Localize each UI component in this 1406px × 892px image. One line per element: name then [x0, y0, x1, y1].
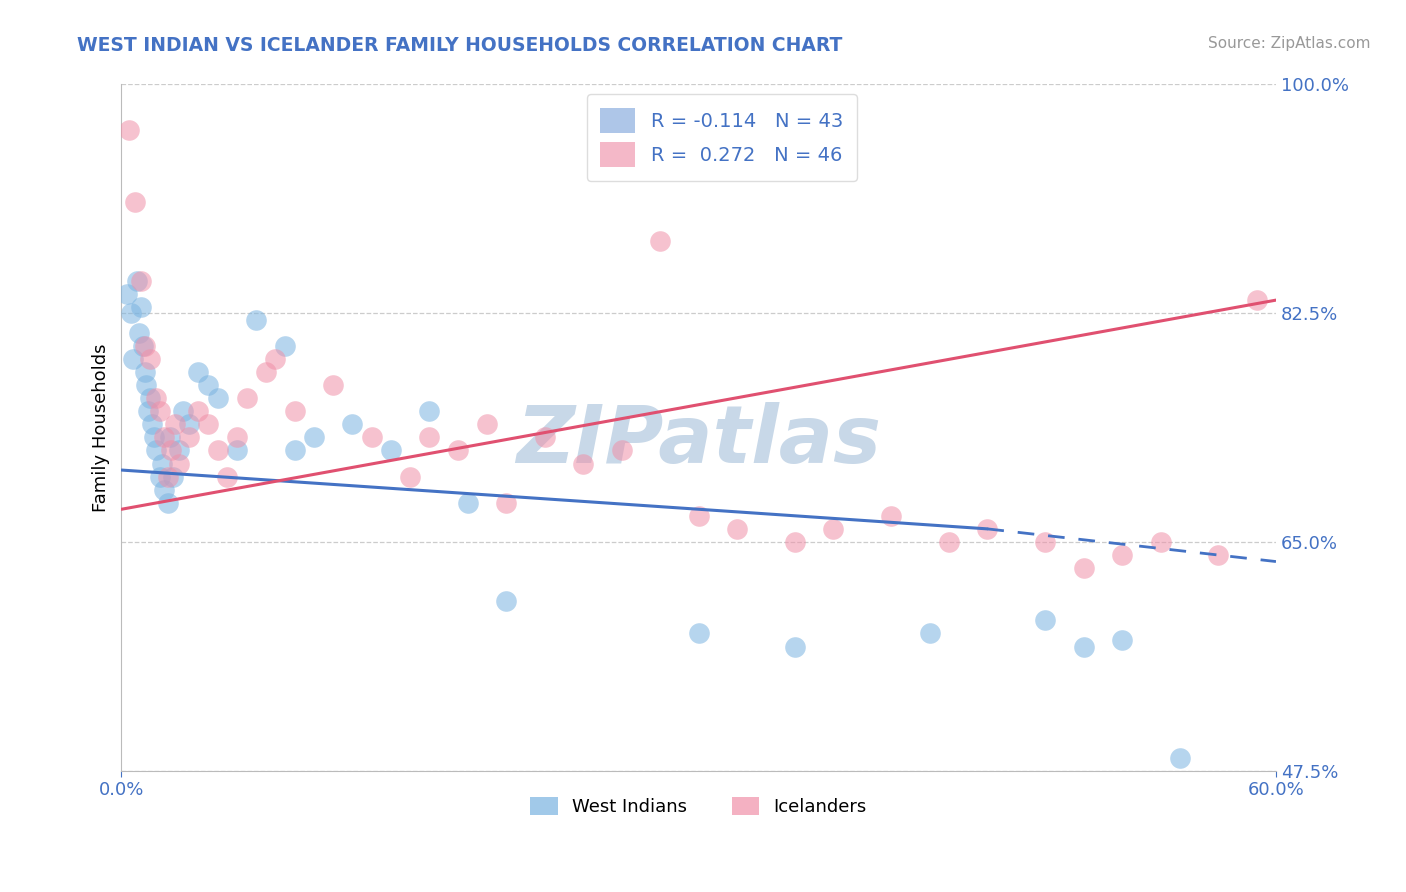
Point — [134, 365, 156, 379]
Point — [139, 391, 162, 405]
Point — [138, 404, 160, 418]
Point — [207, 443, 229, 458]
Point — [918, 626, 941, 640]
Point — [1111, 548, 1133, 562]
Point — [177, 430, 200, 444]
Point — [322, 378, 344, 392]
Point — [1073, 561, 1095, 575]
Point — [120, 306, 142, 320]
Point — [688, 508, 710, 523]
Point — [207, 391, 229, 405]
Point — [167, 443, 190, 458]
Point — [1206, 548, 1229, 562]
Point — [783, 640, 806, 654]
Legend: West Indians, Icelanders: West Indians, Icelanders — [523, 789, 875, 823]
Point — [156, 469, 179, 483]
Point — [159, 430, 181, 444]
Point — [145, 443, 167, 458]
Point — [1033, 535, 1056, 549]
Point — [399, 469, 422, 483]
Point — [187, 404, 209, 418]
Point — [135, 378, 157, 392]
Point — [976, 522, 998, 536]
Point — [149, 469, 172, 483]
Point — [650, 235, 672, 249]
Point — [418, 430, 440, 444]
Point — [156, 496, 179, 510]
Point — [495, 594, 517, 608]
Point — [235, 391, 257, 405]
Point — [225, 443, 247, 458]
Point — [177, 417, 200, 432]
Point — [342, 417, 364, 432]
Point — [139, 351, 162, 366]
Point — [302, 430, 325, 444]
Point — [167, 457, 190, 471]
Point — [610, 443, 633, 458]
Point — [187, 365, 209, 379]
Point — [125, 273, 148, 287]
Text: WEST INDIAN VS ICELANDER FAMILY HOUSEHOLDS CORRELATION CHART: WEST INDIAN VS ICELANDER FAMILY HOUSEHOL… — [77, 36, 842, 54]
Text: ZIPatlas: ZIPatlas — [516, 402, 882, 480]
Point — [254, 365, 277, 379]
Point — [1033, 613, 1056, 627]
Point — [149, 404, 172, 418]
Point — [938, 535, 960, 549]
Point — [128, 326, 150, 340]
Point — [447, 443, 470, 458]
Point — [165, 417, 187, 432]
Point — [124, 195, 146, 210]
Point — [225, 430, 247, 444]
Point — [115, 286, 138, 301]
Point — [475, 417, 498, 432]
Point — [118, 123, 141, 137]
Point — [150, 457, 173, 471]
Point — [160, 443, 183, 458]
Point — [129, 273, 152, 287]
Point — [1073, 640, 1095, 654]
Point — [1168, 750, 1191, 764]
Point — [152, 430, 174, 444]
Point — [572, 457, 595, 471]
Point — [823, 522, 845, 536]
Point — [143, 430, 166, 444]
Point — [880, 508, 903, 523]
Point — [145, 391, 167, 405]
Point — [783, 535, 806, 549]
Point — [217, 469, 239, 483]
Y-axis label: Family Households: Family Households — [93, 343, 110, 512]
Point — [1246, 293, 1268, 307]
Point — [380, 443, 402, 458]
Point — [418, 404, 440, 418]
Point — [688, 626, 710, 640]
Point — [162, 469, 184, 483]
Point — [1149, 535, 1171, 549]
Point — [122, 351, 145, 366]
Point — [457, 496, 479, 510]
Point — [197, 378, 219, 392]
Point — [134, 339, 156, 353]
Point — [725, 522, 748, 536]
Point — [172, 404, 194, 418]
Point — [141, 417, 163, 432]
Point — [495, 496, 517, 510]
Point — [284, 443, 307, 458]
Point — [533, 430, 555, 444]
Point — [1111, 632, 1133, 647]
Point — [245, 312, 267, 326]
Point — [152, 483, 174, 497]
Point — [197, 417, 219, 432]
Point — [264, 351, 287, 366]
Text: Source: ZipAtlas.com: Source: ZipAtlas.com — [1208, 36, 1371, 51]
Point — [274, 339, 297, 353]
Point — [284, 404, 307, 418]
Point — [129, 300, 152, 314]
Point — [360, 430, 382, 444]
Point — [131, 339, 153, 353]
